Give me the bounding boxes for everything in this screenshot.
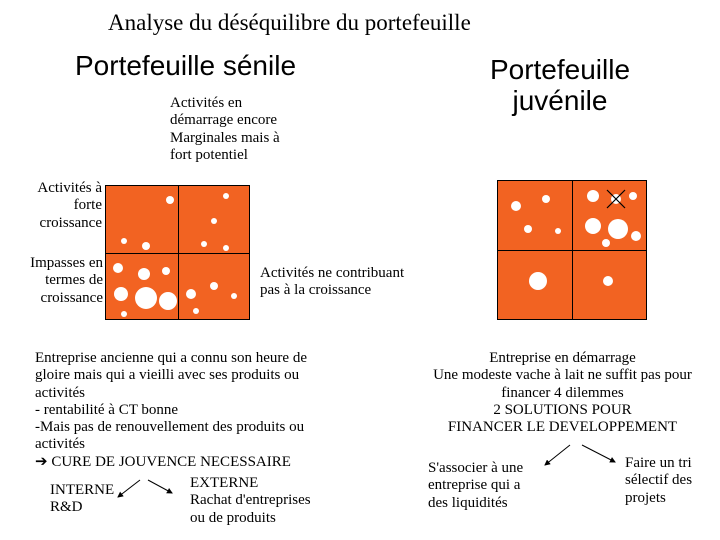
matrix-dot [201, 241, 207, 247]
matrix-dot [113, 263, 123, 273]
matrix-dot [231, 293, 237, 299]
senile-interne: INTERNE R&D [50, 482, 114, 517]
label-top-senile: Activités en démarrage encore Marginales… [170, 95, 280, 164]
cross-mark [498, 181, 648, 321]
arrows-senile [110, 475, 190, 515]
matrix-dot [193, 308, 199, 314]
subtitle-senile: Portefeuille sénile [75, 50, 296, 82]
para-senile: Entreprise ancienne qui a connu son heur… [35, 350, 307, 471]
matrix-dot [121, 311, 127, 317]
main-title: Analyse du déséquilibre du portefeuille [108, 10, 471, 36]
matrix-dot [166, 196, 174, 204]
senile-externe: EXTERNE Rachat d'entreprises ou de produ… [190, 475, 311, 527]
matrix-dot [135, 287, 157, 309]
matrix-dot [121, 238, 127, 244]
subtitle-juvenile: Portefeuille juvénile [450, 55, 670, 117]
matrix-dot [186, 289, 196, 299]
arrows-juvenile [540, 440, 640, 480]
matrix-dot [138, 268, 150, 280]
matrix-senile [105, 185, 250, 320]
matrix-dot [162, 267, 170, 275]
matrix-dot [223, 245, 229, 251]
matrix-dot [211, 218, 217, 224]
label-left-impasse: Impasses en termes de croissance [8, 255, 103, 307]
matrix-dot [114, 287, 128, 301]
matrix-hline [106, 253, 249, 254]
matrix-dot [210, 282, 218, 290]
para-juvenile: Entreprise en démarrage Une modeste vach… [420, 350, 705, 436]
matrix-juvenile [497, 180, 647, 320]
juvenile-assoc: S'associer à une entreprise qui a des li… [428, 460, 523, 512]
matrix-dot [223, 193, 229, 199]
label-left-growth: Activités à forte croissance [12, 180, 102, 232]
matrix-dot [142, 242, 150, 250]
label-no-contrib: Activités ne contribuant pas à la croiss… [260, 265, 404, 300]
matrix-dot [159, 292, 177, 310]
